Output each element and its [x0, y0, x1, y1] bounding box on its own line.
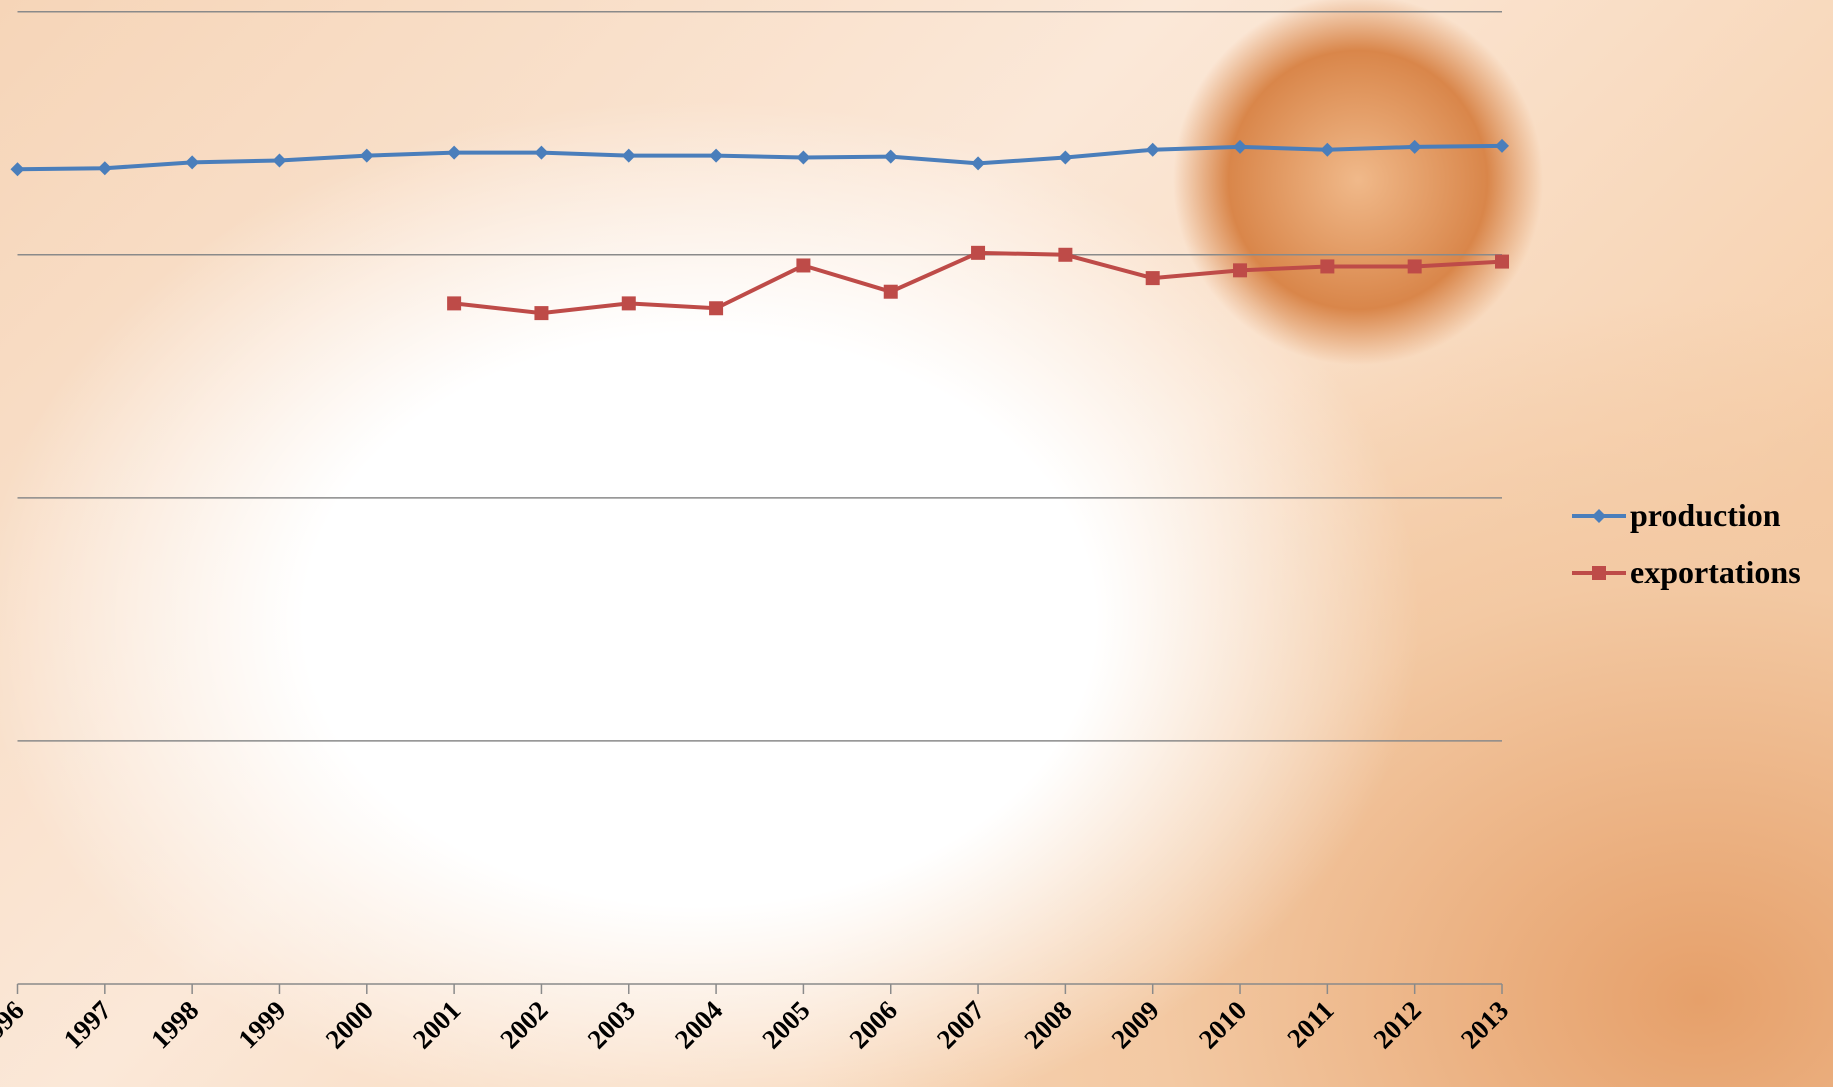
- legend-label: production: [1630, 497, 1781, 533]
- x-tick-label: 2002: [494, 995, 553, 1054]
- marker: [1058, 150, 1073, 165]
- x-tick-label: 1997: [58, 995, 117, 1054]
- marker: [1495, 254, 1509, 269]
- x-tick-label: 2013: [1455, 995, 1514, 1054]
- marker: [447, 296, 462, 311]
- marker: [709, 301, 724, 316]
- marker: [796, 258, 811, 273]
- marker: [1592, 566, 1606, 580]
- x-tick-label: 2009: [1106, 995, 1165, 1054]
- marker: [10, 162, 25, 177]
- x-tick-label: 2001: [407, 995, 466, 1054]
- legend-label: exportations: [1630, 554, 1801, 590]
- marker: [534, 306, 549, 321]
- x-tick-label: 1999: [232, 995, 291, 1054]
- marker: [1320, 142, 1335, 157]
- marker: [1407, 139, 1422, 154]
- marker: [971, 156, 986, 171]
- x-tick-label: 2003: [582, 995, 641, 1054]
- marker: [97, 161, 112, 176]
- marker: [1233, 139, 1248, 154]
- x-tick-label: 2008: [1018, 995, 1077, 1054]
- marker: [534, 145, 549, 160]
- x-tick-label: 2005: [756, 995, 815, 1054]
- marker: [621, 296, 636, 311]
- marker: [883, 284, 898, 299]
- x-tick-label: 2006: [844, 995, 903, 1054]
- marker: [1592, 509, 1606, 523]
- x-tick-label: 2000: [320, 995, 379, 1054]
- marker: [1058, 247, 1073, 262]
- marker: [359, 148, 374, 163]
- x-tick-label: 1996: [0, 995, 30, 1054]
- marker: [709, 148, 724, 163]
- marker: [883, 149, 898, 164]
- marker: [621, 148, 636, 163]
- x-tick-label: 2012: [1368, 995, 1427, 1054]
- marker: [1320, 259, 1335, 274]
- marker: [447, 145, 462, 160]
- marker: [185, 155, 200, 170]
- series-line: [17, 143, 1503, 172]
- marker: [971, 245, 986, 260]
- x-tick-label: 2007: [931, 995, 990, 1054]
- marker: [1145, 142, 1160, 157]
- series-line: [453, 250, 1503, 316]
- x-tick-label: 2011: [1281, 995, 1339, 1053]
- x-tick-label: 1998: [145, 995, 204, 1054]
- marker: [1233, 263, 1248, 278]
- marker: [1407, 259, 1422, 274]
- marker: [1495, 138, 1509, 153]
- marker: [796, 150, 811, 165]
- x-tick-label: 2004: [669, 995, 728, 1054]
- marker: [1145, 271, 1160, 286]
- marker: [272, 153, 287, 168]
- x-tick-label: 2010: [1193, 995, 1252, 1054]
